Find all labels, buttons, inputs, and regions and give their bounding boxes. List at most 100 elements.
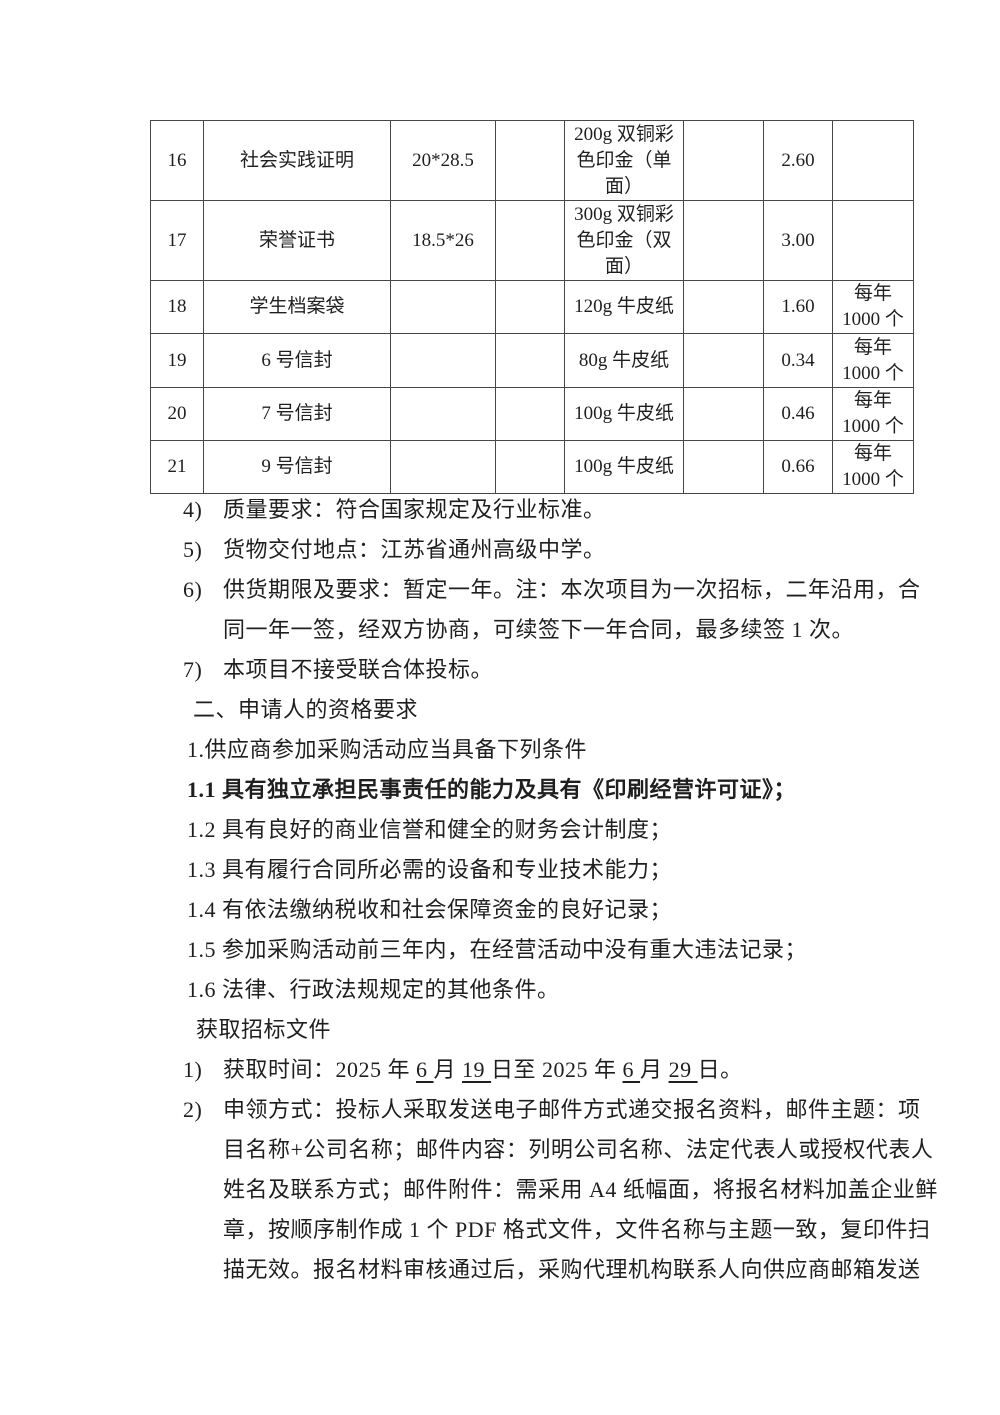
table-row: 16 社会实践证明 20*28.5 200g 双铜彩色印金（单面） 2.60 bbox=[150, 120, 914, 201]
condition-1-2: 1.2 具有良好的商业信誉和健全的财务会计制度； bbox=[183, 810, 928, 850]
table-cell-empty bbox=[683, 387, 764, 441]
table-cell-material: 200g 双铜彩色印金（单面） bbox=[564, 120, 684, 201]
table-cell-no: 16 bbox=[150, 120, 204, 201]
item-supply-term-line1: 6) 供货期限及要求：暂定一年。注：本次项目为一次招标，二年沿用，合 bbox=[183, 570, 928, 610]
condition-1-5: 1.5 参加采购活动前三年内，在经营活动中没有重大违法记录； bbox=[183, 930, 928, 970]
table-cell-note: 每年 1000 个 bbox=[832, 440, 914, 494]
apply-method-line5: 描无效。报名材料审核通过后，采购代理机构联系人向供应商邮箱发送 bbox=[183, 1250, 928, 1290]
obtain-time-part: 月 bbox=[433, 1057, 463, 1082]
item-supply-term-text1: 供货期限及要求：暂定一年。注：本次项目为一次招标，二年沿用，合 bbox=[223, 577, 921, 602]
obtain-documents-heading: 获取招标文件 bbox=[183, 1010, 928, 1050]
table-cell-material: 120g 牛皮纸 bbox=[564, 280, 684, 334]
list-marker: 4) bbox=[183, 497, 203, 522]
obtain-documents-heading-text: 获取招标文件 bbox=[196, 1017, 332, 1042]
table-cell-material: 300g 双铜彩色印金（双面） bbox=[564, 200, 684, 281]
table-cell-empty bbox=[495, 120, 565, 201]
item-delivery: 5) 货物交付地点：江苏省通州高级中学。 bbox=[183, 530, 928, 570]
condition-1-3-text: 1.3 具有履行合同所必需的设备和专业技术能力； bbox=[187, 857, 673, 882]
obtain-time-month-underlined: 6 bbox=[622, 1057, 641, 1082]
apply-method-text4: 章，按顺序制作成 1 个 PDF 格式文件，文件名称与主题一致，复印件扫 bbox=[223, 1217, 931, 1242]
table-cell-price: 3.00 bbox=[763, 200, 833, 281]
table-row: 20 7 号信封 100g 牛皮纸 0.46 每年 1000 个 bbox=[150, 387, 914, 441]
table-cell-size: 18.5*26 bbox=[390, 200, 496, 281]
condition-1-4: 1.4 有依法缴纳税收和社会保障资金的良好记录； bbox=[183, 890, 928, 930]
condition-1-2-text: 1.2 具有良好的商业信誉和健全的财务会计制度； bbox=[187, 817, 673, 842]
apply-method-line3: 姓名及联系方式；邮件附件：需采用 A4 纸幅面，将报名材料加盖企业鲜 bbox=[183, 1170, 937, 1210]
condition-1-1-text: 1.1 具有独立承担民事责任的能力及具有《印刷经营许可证》； bbox=[187, 777, 797, 802]
table-cell-price: 2.60 bbox=[763, 120, 833, 201]
table-cell-empty bbox=[683, 200, 764, 281]
table-cell-note bbox=[832, 200, 914, 281]
table-row: 18 学生档案袋 120g 牛皮纸 1.60 每年 1000 个 bbox=[150, 280, 914, 334]
condition-1-5-text: 1.5 参加采购活动前三年内，在经营活动中没有重大违法记录； bbox=[187, 937, 808, 962]
table-cell-price: 0.66 bbox=[763, 440, 833, 494]
list-marker: 6) bbox=[183, 577, 203, 602]
table-cell-name: 6 号信封 bbox=[203, 333, 391, 388]
table-cell-note: 每年 1000 个 bbox=[832, 387, 914, 441]
item-delivery-text: 货物交付地点：江苏省通州高级中学。 bbox=[223, 537, 606, 562]
condition-1-4-text: 1.4 有依法缴纳税收和社会保障资金的良好记录； bbox=[187, 897, 673, 922]
apply-method-line2: 目名称+公司名称；邮件内容：列明公司名称、法定代表人或授权代表人 bbox=[183, 1130, 933, 1170]
table-cell-no: 17 bbox=[150, 200, 204, 281]
list-marker: 7) bbox=[183, 657, 203, 682]
item-quality-text: 质量要求：符合国家规定及行业标准。 bbox=[223, 497, 606, 522]
table-cell-price: 0.46 bbox=[763, 387, 833, 441]
condition-1-1: 1.1 具有独立承担民事责任的能力及具有《印刷经营许可证》； bbox=[183, 770, 928, 810]
table-cell-empty bbox=[495, 440, 565, 494]
obtain-time-part: 日至 2025 年 bbox=[491, 1057, 623, 1082]
list-marker: 2) bbox=[183, 1097, 203, 1122]
table-cell-price: 1.60 bbox=[763, 280, 833, 334]
obtain-time-line: 1) 获取时间：2025 年 6 月 19 日至 2025 年 6 月 29 日。 bbox=[183, 1050, 928, 1090]
apply-method-line4: 章，按顺序制作成 1 个 PDF 格式文件，文件名称与主题一致，复印件扫 bbox=[183, 1210, 931, 1250]
table-cell-name: 荣誉证书 bbox=[203, 200, 391, 281]
table-cell-no: 20 bbox=[150, 387, 204, 441]
table-cell-no: 21 bbox=[150, 440, 204, 494]
obtain-time-day-underlined: 19 bbox=[462, 1057, 492, 1082]
table-cell-size bbox=[390, 333, 496, 388]
obtain-time-text: 获取时间：2025 年 6 月 19 日至 2025 年 6 月 29 日。 bbox=[223, 1057, 743, 1082]
table-cell-empty bbox=[683, 280, 764, 334]
table-cell-empty bbox=[683, 333, 764, 388]
table-row: 21 9 号信封 100g 牛皮纸 0.66 每年 1000 个 bbox=[150, 440, 914, 494]
table-cell-name: 社会实践证明 bbox=[203, 120, 391, 201]
table-cell-name: 学生档案袋 bbox=[203, 280, 391, 334]
table-cell-material: 80g 牛皮纸 bbox=[564, 333, 684, 388]
price-spec-table: 16 社会实践证明 20*28.5 200g 双铜彩色印金（单面） 2.60 1… bbox=[150, 120, 914, 494]
table-row: 19 6 号信封 80g 牛皮纸 0.34 每年 1000 个 bbox=[150, 333, 914, 388]
table-cell-name: 7 号信封 bbox=[203, 387, 391, 441]
apply-method-text5: 描无效。报名材料审核通过后，采购代理机构联系人向供应商邮箱发送 bbox=[223, 1257, 921, 1282]
condition-1-3: 1.3 具有履行合同所必需的设备和专业技术能力； bbox=[183, 850, 928, 890]
table-cell-empty bbox=[683, 120, 764, 201]
section-heading-text: 二、申请人的资格要求 bbox=[193, 697, 419, 722]
table-cell-material: 100g 牛皮纸 bbox=[564, 440, 684, 494]
condition-1-6: 1.6 法律、行政法规规定的其他条件。 bbox=[183, 970, 928, 1010]
table-cell-size bbox=[390, 280, 496, 334]
item-supply-term-line2: 同一年一签，经双方协商，可续签下一年合同，最多续签 1 次。 bbox=[183, 610, 928, 650]
table-cell-size bbox=[390, 440, 496, 494]
conditions-intro-text: 1.供应商参加采购活动应当具备下列条件 bbox=[187, 737, 588, 762]
document-body: 4) 质量要求：符合国家规定及行业标准。 5) 货物交付地点：江苏省通州高级中学。 … bbox=[183, 490, 937, 1290]
table-row: 17 荣誉证书 18.5*26 300g 双铜彩色印金（双面） 3.00 bbox=[150, 200, 914, 281]
obtain-time-part: 月 bbox=[640, 1057, 669, 1082]
item-no-consortium: 7) 本项目不接受联合体投标。 bbox=[183, 650, 928, 690]
apply-method-text1: 申领方式：投标人采取发送电子邮件方式递交报名资料，邮件主题：项 bbox=[223, 1097, 921, 1122]
table-cell-no: 18 bbox=[150, 280, 204, 334]
obtain-time-day-underlined: 29 bbox=[668, 1057, 698, 1082]
table-cell-note bbox=[832, 120, 914, 201]
obtain-time-month-underlined: 6 bbox=[416, 1057, 434, 1082]
conditions-intro: 1.供应商参加采购活动应当具备下列条件 bbox=[183, 730, 928, 770]
obtain-time-part: 日。 bbox=[697, 1057, 743, 1082]
table-cell-size bbox=[390, 387, 496, 441]
section-heading-qualifications: 二、申请人的资格要求 bbox=[183, 690, 928, 730]
table-cell-price: 0.34 bbox=[763, 333, 833, 388]
item-supply-term-text2: 同一年一签，经双方协商，可续签下一年合同，最多续签 1 次。 bbox=[223, 617, 855, 642]
table-cell-no: 19 bbox=[150, 333, 204, 388]
item-no-consortium-text: 本项目不接受联合体投标。 bbox=[223, 657, 494, 682]
obtain-time-part: 获取时间：2025 年 bbox=[223, 1057, 417, 1082]
table-cell-empty bbox=[495, 387, 565, 441]
table-cell-note: 每年 1000 个 bbox=[832, 333, 914, 388]
table-cell-size: 20*28.5 bbox=[390, 120, 496, 201]
table-cell-empty bbox=[495, 200, 565, 281]
table-cell-note: 每年 1000 个 bbox=[832, 280, 914, 334]
